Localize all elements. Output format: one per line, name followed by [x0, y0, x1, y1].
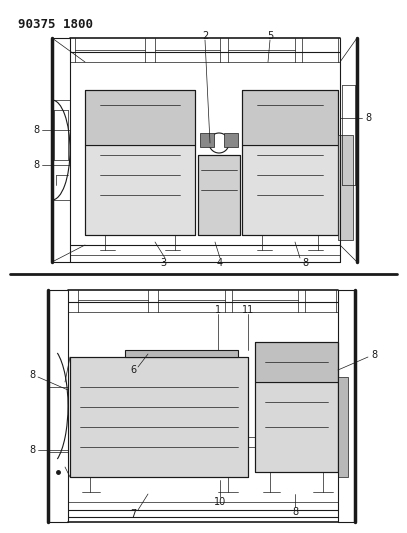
Text: 1: 1: [215, 305, 221, 315]
Polygon shape: [85, 90, 195, 145]
Text: 8: 8: [292, 507, 298, 517]
Polygon shape: [338, 135, 353, 240]
Text: 8: 8: [33, 160, 39, 170]
Text: 2: 2: [202, 31, 208, 41]
Text: 4: 4: [217, 258, 223, 268]
Text: 7: 7: [130, 509, 136, 519]
Polygon shape: [255, 382, 338, 472]
Text: 5: 5: [267, 31, 273, 41]
Text: 3: 3: [160, 258, 166, 268]
Text: 8: 8: [371, 350, 377, 360]
Polygon shape: [198, 155, 240, 235]
Polygon shape: [242, 90, 338, 145]
Text: 10: 10: [214, 497, 226, 507]
Text: 8: 8: [33, 125, 39, 135]
Polygon shape: [125, 350, 238, 357]
Text: 8: 8: [29, 445, 35, 455]
Polygon shape: [200, 133, 214, 147]
Polygon shape: [255, 342, 338, 382]
Polygon shape: [85, 145, 195, 235]
Polygon shape: [70, 357, 248, 477]
Polygon shape: [338, 377, 348, 477]
Polygon shape: [242, 145, 338, 235]
Text: 6: 6: [130, 365, 136, 375]
Text: 11: 11: [242, 305, 254, 315]
Polygon shape: [224, 133, 238, 147]
Text: 8: 8: [365, 113, 371, 123]
Text: 90375 1800: 90375 1800: [18, 18, 93, 31]
Text: 8: 8: [29, 370, 35, 380]
Text: 8: 8: [302, 258, 308, 268]
